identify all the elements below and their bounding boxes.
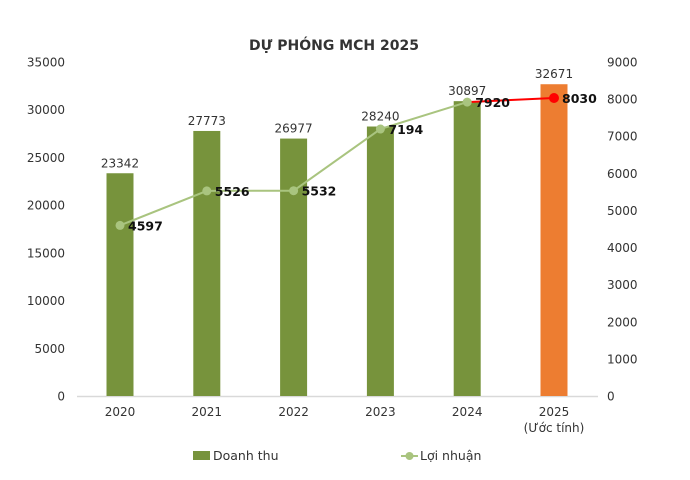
- bar-doanh-thu: [193, 130, 221, 396]
- bar-doanh-thu: [106, 173, 134, 396]
- line-data-label: 8030: [562, 91, 597, 106]
- legend-label-doanh-thu: Doanh thu: [213, 448, 279, 463]
- x-axis-tick-label: 2022: [278, 405, 309, 419]
- bar-data-label: 26977: [275, 122, 313, 136]
- x-axis-tick-label: 2024: [452, 405, 483, 419]
- bar-data-label: 23342: [101, 156, 139, 170]
- legend-swatch-doanh-thu: [193, 451, 210, 460]
- bar-doanh-thu: [453, 101, 481, 396]
- legend-marker-loi-nhuan: [405, 452, 414, 460]
- line-data-label: 5532: [302, 184, 337, 199]
- bar-doanh-thu: [540, 84, 568, 396]
- line-loi-nhuan-forecast: [467, 96, 555, 104]
- bar-doanh-thu: [366, 126, 394, 397]
- line-point-loi-nhuan: [375, 124, 385, 134]
- left-axis-tick-label: 5000: [34, 342, 65, 356]
- line-data-label: 7920: [475, 95, 510, 110]
- left-axis-tick-label: 30000: [27, 103, 65, 117]
- line-data-label: 5526: [215, 184, 250, 199]
- bar-data-label: 30897: [448, 84, 486, 98]
- line-data-label: 4597: [128, 218, 163, 233]
- bar-data-label: 27773: [188, 114, 226, 128]
- right-axis-tick-label: 0: [607, 390, 615, 404]
- right-axis-tick-label: 8000: [607, 93, 638, 107]
- right-axis-tick-label: 4000: [607, 241, 638, 255]
- line-point-loi-nhuan: [202, 186, 212, 196]
- right-axis-tick-label: 9000: [607, 56, 638, 70]
- x-axis-tick-label: 2023: [365, 405, 396, 419]
- x-axis-tick-label: 2020: [105, 405, 136, 419]
- left-axis-tick-label: 35000: [27, 56, 65, 70]
- line-point-loi-nhuan: [115, 220, 125, 230]
- legend-label-loi-nhuan: Lợi nhuận: [420, 448, 481, 463]
- chart-title: DỰ PHÓNG MCH 2025: [249, 36, 419, 54]
- line-data-label: 7194: [388, 122, 423, 137]
- right-axis-tick-label: 2000: [607, 315, 638, 329]
- right-axis-tick-label: 5000: [607, 204, 638, 218]
- bar-doanh-thu: [280, 138, 308, 396]
- left-axis-tick-label: 20000: [27, 199, 65, 213]
- x-axis-tick-sublabel: (Ước tính): [524, 421, 585, 435]
- right-axis-tick-label: 6000: [607, 167, 638, 181]
- x-axis-tick-label: 2021: [192, 405, 223, 419]
- line-point-loi-nhuan: [289, 186, 299, 196]
- legend: Doanh thu Lợi nhuận: [193, 448, 481, 463]
- right-axis-tick-label: 7000: [607, 130, 638, 144]
- line-point-loi-nhuan: [462, 97, 472, 107]
- bar-data-label: 28240: [361, 110, 399, 124]
- left-axis-tick-label: 15000: [27, 246, 65, 260]
- right-axis-tick-label: 1000: [607, 352, 638, 366]
- left-axis-tick-label: 10000: [27, 294, 65, 308]
- right-axis-tick-label: 3000: [607, 278, 638, 292]
- left-axis-tick-label: 25000: [27, 151, 65, 165]
- left-axis-tick-label: 0: [57, 390, 65, 404]
- bar-data-label: 32671: [535, 67, 573, 81]
- x-axis-tick-label: 2025: [539, 405, 570, 419]
- line-point-loi-nhuan: [549, 92, 559, 103]
